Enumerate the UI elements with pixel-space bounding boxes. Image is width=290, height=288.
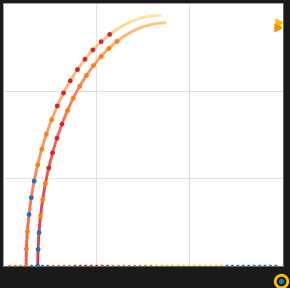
Point xyxy=(24,264,28,269)
Point xyxy=(149,264,153,269)
Point xyxy=(203,264,208,269)
Point xyxy=(50,150,55,155)
Point xyxy=(83,57,87,62)
Point xyxy=(46,264,50,269)
Point xyxy=(252,264,256,269)
Point xyxy=(170,264,175,269)
Point xyxy=(99,54,104,59)
Point xyxy=(257,264,262,269)
Point xyxy=(65,109,70,113)
Point xyxy=(84,73,89,78)
Point xyxy=(56,264,61,269)
Point xyxy=(37,230,41,235)
Point xyxy=(192,264,197,269)
Point xyxy=(107,46,111,51)
Point xyxy=(176,264,180,269)
Point xyxy=(105,264,110,269)
Point xyxy=(208,264,213,269)
Point xyxy=(68,79,72,83)
Point xyxy=(263,264,267,269)
Point xyxy=(165,264,170,269)
Point xyxy=(55,104,60,108)
Point xyxy=(51,264,56,269)
Point xyxy=(115,39,119,44)
Point xyxy=(214,264,218,269)
Point xyxy=(75,67,80,72)
Point xyxy=(72,264,77,269)
Point xyxy=(60,122,64,126)
Point xyxy=(187,264,191,269)
Point xyxy=(32,179,37,183)
Point xyxy=(241,264,246,269)
Point xyxy=(29,264,34,269)
Point xyxy=(40,264,45,269)
Point xyxy=(225,264,229,269)
Point xyxy=(268,264,273,269)
Point xyxy=(46,166,51,170)
Point xyxy=(36,247,40,252)
Point xyxy=(116,264,121,269)
Point xyxy=(24,247,29,251)
Point xyxy=(43,181,48,186)
Point xyxy=(84,264,88,269)
Point xyxy=(35,264,39,269)
Point xyxy=(273,264,278,269)
Point xyxy=(35,264,40,269)
Point xyxy=(91,63,96,68)
Point xyxy=(49,118,54,122)
Point xyxy=(246,264,251,269)
Point xyxy=(122,264,126,269)
Point xyxy=(40,197,45,202)
Point xyxy=(13,264,17,269)
Point xyxy=(90,48,95,52)
Point xyxy=(35,163,40,167)
Point xyxy=(143,264,148,269)
Point xyxy=(127,264,132,269)
Point xyxy=(62,264,66,269)
Point xyxy=(71,96,76,101)
Point xyxy=(39,147,44,151)
Point xyxy=(99,39,104,44)
Point xyxy=(160,264,164,269)
Point xyxy=(27,212,31,217)
Point xyxy=(230,264,235,269)
Point xyxy=(77,84,82,89)
Point xyxy=(107,32,112,37)
Point xyxy=(8,264,12,269)
Point xyxy=(44,132,49,137)
Point xyxy=(100,264,104,269)
Point xyxy=(78,264,83,269)
Point xyxy=(219,264,224,269)
Point xyxy=(89,264,94,269)
Point xyxy=(55,136,59,141)
Point xyxy=(94,264,99,269)
Point xyxy=(29,195,34,200)
Point xyxy=(154,264,159,269)
Point xyxy=(197,264,202,269)
Point xyxy=(24,264,28,269)
Point xyxy=(25,229,30,234)
Point xyxy=(132,264,137,269)
Point xyxy=(38,214,43,218)
Point xyxy=(67,264,72,269)
Point xyxy=(138,264,142,269)
Point xyxy=(18,264,23,269)
Point xyxy=(61,91,66,95)
Point xyxy=(181,264,186,269)
Point xyxy=(235,264,240,269)
Point xyxy=(110,264,115,269)
